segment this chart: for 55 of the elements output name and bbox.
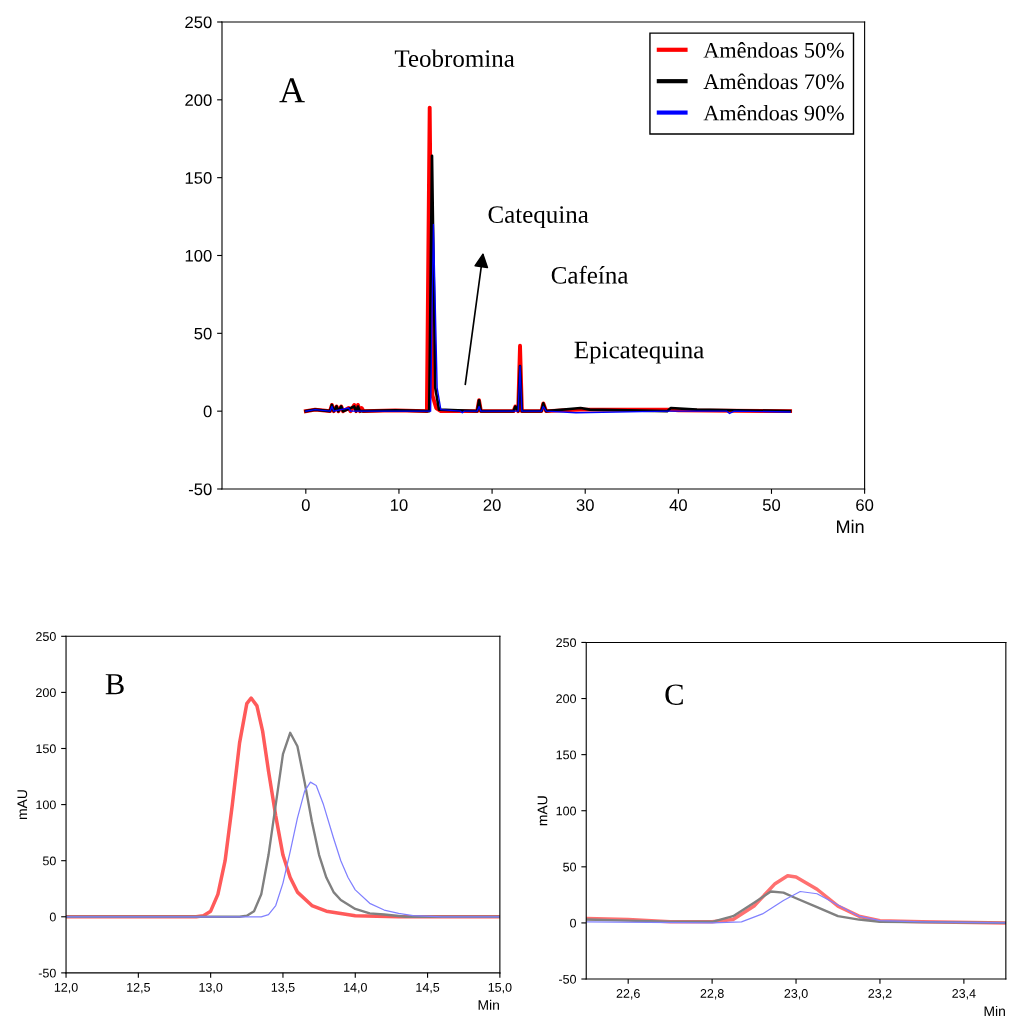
y-tick-label: 200 (556, 694, 577, 704)
x-tick-label: 23,0 (784, 989, 808, 1000)
y-tick-label: 0 (570, 918, 577, 928)
annotation: B (105, 674, 124, 695)
legend-label: Amêndoas 50% (703, 42, 844, 58)
x-tick-label: 13,5 (271, 982, 295, 994)
y-tick-label: 150 (556, 750, 577, 760)
annotation: C (665, 684, 683, 705)
y-tick-label: 200 (185, 94, 212, 107)
y-axis-title: mAU (537, 796, 548, 826)
legend-label: Amêndoas 90% (703, 104, 844, 121)
y-tick-label: 0 (49, 912, 56, 922)
x-tick-label: 12,0 (54, 982, 78, 994)
annotation: Teobromina (394, 49, 515, 68)
x-tick-label: 12,5 (127, 982, 150, 994)
x-tick-label: 30 (576, 499, 594, 511)
x-tick-label: 14,0 (344, 982, 367, 994)
y-tick-label: -50 (188, 483, 212, 496)
x-tick-label: 0 (301, 499, 310, 511)
x-tick-label: 23,4 (952, 989, 976, 1000)
x-tick-label: 20 (483, 499, 501, 511)
x-tick-label: 23,2 (868, 989, 892, 1000)
y-tick-label: 100 (556, 806, 577, 816)
x-tick-label: 60 (856, 499, 874, 511)
y-tick-label: 200 (36, 688, 56, 698)
y-tick-label: -50 (38, 968, 56, 978)
annotation: Catequina (488, 206, 589, 229)
annotation: A (279, 78, 305, 103)
x-tick-label: 14,5 (416, 983, 440, 994)
legend-label: Amêndoas 70% (703, 73, 844, 90)
y-tick-label: 150 (36, 744, 56, 754)
y-tick-label: 50 (42, 856, 56, 866)
x-axis-title: Min (984, 1005, 1005, 1017)
x-tick-label: 50 (762, 499, 781, 511)
x-tick-label: 22,8 (700, 989, 724, 1000)
y-tick-label: 250 (556, 638, 577, 648)
y-axis-title: mAU (17, 790, 28, 820)
annotation: Epicatequina (574, 341, 704, 364)
y-tick-label: 100 (185, 249, 212, 262)
y-tick-label: 250 (185, 16, 212, 29)
y-tick-label: 0 (203, 405, 212, 418)
x-axis-title: Min (837, 519, 864, 533)
y-tick-label: 50 (194, 327, 212, 340)
x-tick-label: 22,6 (616, 989, 640, 1000)
x-axis-title: Min (478, 999, 499, 1010)
x-tick-label: 40 (669, 499, 687, 511)
y-tick-label: -50 (559, 974, 577, 984)
annotation: Cafeína (551, 265, 629, 284)
x-tick-label: 15,0 (488, 982, 512, 994)
y-tick-label: 50 (563, 862, 577, 872)
y-tick-label: 100 (36, 800, 56, 810)
y-tick-label: 150 (185, 172, 212, 184)
y-tick-label: 250 (36, 632, 56, 641)
x-tick-label: 10 (390, 499, 408, 511)
x-tick-label: 13,0 (199, 982, 223, 994)
